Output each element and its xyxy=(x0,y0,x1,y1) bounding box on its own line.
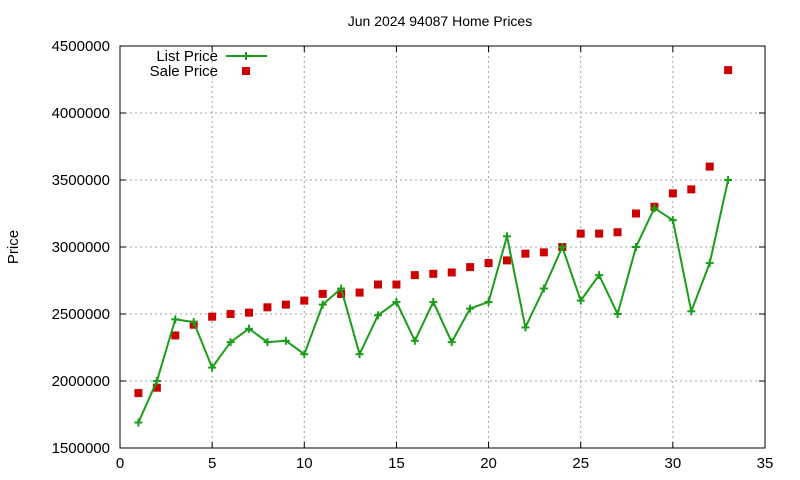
y-axis-label: Price xyxy=(5,230,22,264)
list-price-point xyxy=(576,296,585,305)
legend-label: Sale Price xyxy=(150,63,218,80)
list-price-point xyxy=(208,363,217,372)
x-tick-label: 10 xyxy=(296,455,313,472)
list-price-point xyxy=(503,232,511,241)
list-price-point xyxy=(613,310,622,318)
legend-entry-sale-price: Sale Price xyxy=(150,63,250,80)
y-tick-label: 2000000 xyxy=(52,373,110,390)
sale-price-point xyxy=(595,229,604,238)
list-price-point xyxy=(318,300,327,309)
list-price-point xyxy=(558,243,567,251)
list-price-point xyxy=(134,418,143,427)
sale-price-point xyxy=(484,259,493,268)
sale-price-point xyxy=(521,249,530,258)
legend-entry-list-price: List Price xyxy=(156,48,267,65)
x-tick-label: 20 xyxy=(480,455,497,472)
list-price-point xyxy=(595,271,604,280)
list-price-point xyxy=(705,259,714,268)
list-price-point xyxy=(245,324,253,333)
list-price-point xyxy=(226,338,235,347)
sale-price-point xyxy=(724,66,733,75)
sale-price-point xyxy=(263,303,272,312)
x-tick-label: 5 xyxy=(208,455,216,472)
list-price-point xyxy=(724,176,733,184)
y-tick-label: 4000000 xyxy=(52,105,110,122)
list-price-point xyxy=(355,350,364,359)
list-price-point xyxy=(632,243,640,251)
x-tick-label: 15 xyxy=(388,455,405,472)
sale-price-point xyxy=(576,229,585,238)
x-tick-label: 0 xyxy=(116,455,124,472)
sale-price-point xyxy=(226,310,235,318)
legend-label: List Price xyxy=(156,48,218,65)
sale-price-point xyxy=(300,296,309,305)
y-tick-label: 2500000 xyxy=(52,306,110,323)
sale-price-point xyxy=(171,331,180,340)
list-price-point xyxy=(410,336,419,345)
list-price-point xyxy=(171,315,180,324)
list-price-point xyxy=(484,297,493,306)
sale-price-point xyxy=(208,312,217,321)
list-price-point xyxy=(337,284,346,293)
list-price-point xyxy=(650,204,659,213)
list-price-point xyxy=(374,311,382,320)
list-price-point xyxy=(189,318,198,327)
chart-title: Jun 2024 94087 Home Prices xyxy=(348,13,532,29)
sale-price-point xyxy=(668,189,677,198)
list-price-point xyxy=(152,377,161,385)
series-layer xyxy=(134,66,733,427)
legend-square-marker xyxy=(242,67,250,75)
sale-price-point xyxy=(281,300,290,309)
y-tick-label: 1500000 xyxy=(52,440,110,457)
sale-price-point xyxy=(318,289,327,298)
sale-price-point xyxy=(134,389,143,398)
list-price-point xyxy=(429,297,438,306)
sale-price-point xyxy=(245,308,253,317)
list-price-point xyxy=(447,338,456,347)
x-tick-label: 25 xyxy=(572,455,589,472)
sale-price-point xyxy=(392,280,401,289)
y-tick-label: 3000000 xyxy=(52,239,110,256)
list-price-point xyxy=(668,216,677,225)
sale-price-point xyxy=(447,268,456,277)
sale-price-point xyxy=(410,271,419,280)
y-tick-label: 3500000 xyxy=(52,172,110,189)
series-list-price xyxy=(134,176,733,427)
sale-price-point xyxy=(152,383,161,392)
sale-price-point xyxy=(429,269,438,278)
list-price-point xyxy=(466,304,475,313)
x-tick-label: 30 xyxy=(665,455,682,472)
x-tick-label: 35 xyxy=(757,455,774,472)
axis-ticks: 0 5 10 15 20 25 30 35 1500000 2000000 2500000 30000… xyxy=(52,38,774,472)
sale-price-point xyxy=(613,228,622,237)
sale-price-point xyxy=(705,162,714,171)
sale-price-point xyxy=(632,209,640,218)
list-price-point xyxy=(687,307,696,316)
sale-price-point xyxy=(503,256,511,265)
list-price-point xyxy=(539,284,548,293)
sale-price-point xyxy=(355,288,364,297)
list-price-point xyxy=(521,323,530,332)
sale-price-point xyxy=(539,248,548,257)
y-tick-label: 4500000 xyxy=(52,38,110,55)
sale-price-point xyxy=(337,289,346,298)
list-price-point xyxy=(300,350,309,359)
list-price-point xyxy=(281,336,290,345)
grid xyxy=(120,46,765,448)
list-price-point xyxy=(392,297,401,306)
sale-price-point xyxy=(374,280,382,289)
sale-price-point xyxy=(466,263,475,272)
list-price-point xyxy=(263,338,272,347)
sale-price-point xyxy=(687,185,696,194)
